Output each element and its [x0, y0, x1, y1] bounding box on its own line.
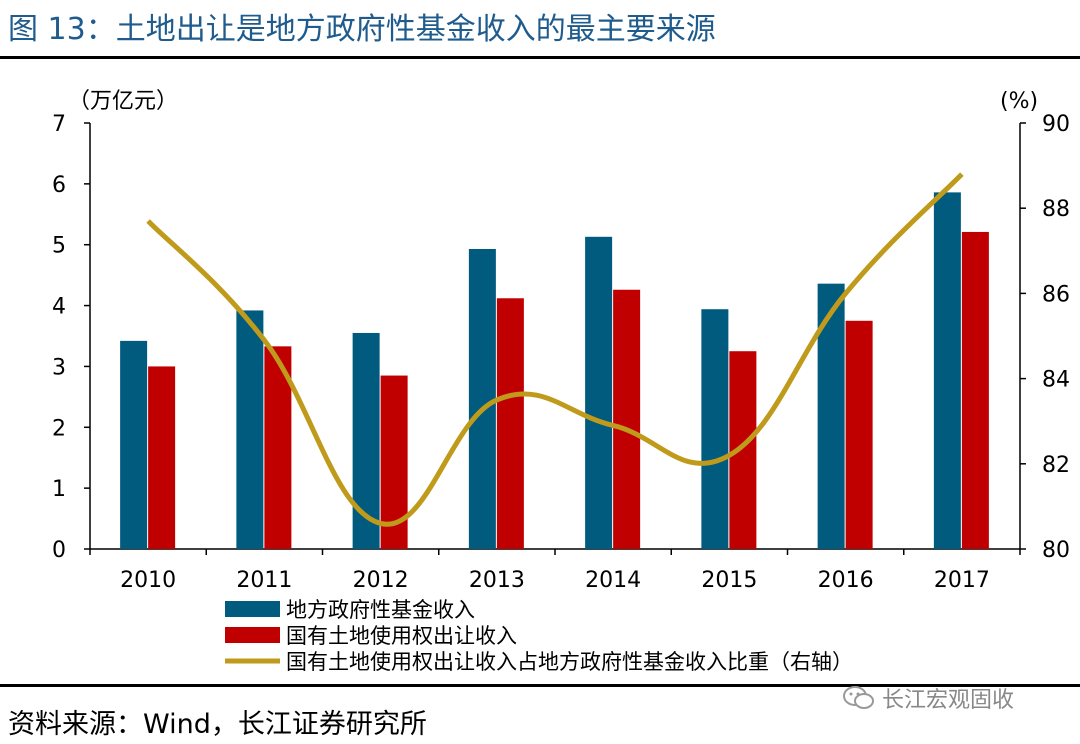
- figure-title: 图 13：土地出让是地方政府性基金收入的最主要来源: [8, 12, 716, 47]
- y2-axis-label: (%): [1000, 89, 1038, 114]
- bar-fund-revenue: [120, 340, 148, 549]
- x-tick-label: 2015: [701, 568, 757, 593]
- y-tick-label: 4: [52, 295, 66, 320]
- y-tick-label: 2: [52, 416, 66, 441]
- x-tick-label: 2014: [585, 568, 641, 593]
- chart-area: 0 1 2 3 4 5 6 7 80 82 84 86 88 90 2010 2011 2012 2013 2014…: [52, 89, 1070, 674]
- y-tick-label: 3: [52, 355, 66, 380]
- bar-fund-revenue: [236, 310, 264, 549]
- x-tick-label: 2010: [120, 568, 176, 593]
- bar-fund-revenue: [468, 248, 496, 549]
- bar-land-revenue: [845, 320, 873, 549]
- y2-tick-label: 84: [1042, 368, 1070, 393]
- y-tick-label: 6: [52, 173, 66, 198]
- y-tick-label: 0: [52, 538, 66, 563]
- bar-fund-revenue: [933, 192, 961, 549]
- x-tick-label: 2011: [236, 568, 292, 593]
- bar-land-revenue: [496, 298, 524, 549]
- legend-fund-revenue-label: 地方政府性基金收入: [286, 598, 475, 622]
- source-note: 资料来源：Wind，长江证券研究所: [8, 709, 427, 740]
- bottom-rule: [0, 684, 1080, 687]
- bar-land-revenue: [148, 366, 176, 549]
- ratio-line: [146, 172, 964, 527]
- y-tick-label: 7: [52, 112, 66, 137]
- bar-fund-revenue: [701, 309, 729, 549]
- x-tick-label: 2016: [818, 568, 874, 593]
- x-tick-label: 2013: [469, 568, 525, 593]
- bar-fund-revenue: [585, 236, 613, 549]
- y-tick-label: 1: [52, 477, 66, 502]
- x-tick-label: 2017: [934, 568, 990, 593]
- wechat-icon: [843, 686, 874, 709]
- bar-land-revenue: [613, 289, 641, 549]
- y-tick-label: 5: [52, 234, 66, 259]
- y2-tick-label: 80: [1042, 538, 1070, 563]
- watermark-text: 长江宏观固收: [882, 688, 1015, 713]
- y2-tick-label: 82: [1042, 453, 1070, 478]
- y2-tick-label: 88: [1042, 197, 1070, 222]
- bar-land-revenue: [961, 231, 989, 550]
- y-axis-label: （万亿元）: [68, 89, 178, 114]
- watermark: 长江宏观固收: [842, 682, 1014, 714]
- y2-tick-label: 90: [1042, 112, 1070, 137]
- x-tick-label: 2012: [353, 568, 409, 593]
- legend-ratio-label: 国有土地使用权出让收入占地方政府性基金收入比重（右轴）: [286, 650, 853, 674]
- legend-land-revenue-label: 国有土地使用权出让收入: [286, 624, 517, 648]
- y2-tick-label: 86: [1042, 282, 1070, 307]
- top-rule: [0, 56, 1080, 59]
- legend-fund-revenue-swatch: [225, 601, 280, 617]
- legend-land-revenue-swatch: [225, 627, 280, 643]
